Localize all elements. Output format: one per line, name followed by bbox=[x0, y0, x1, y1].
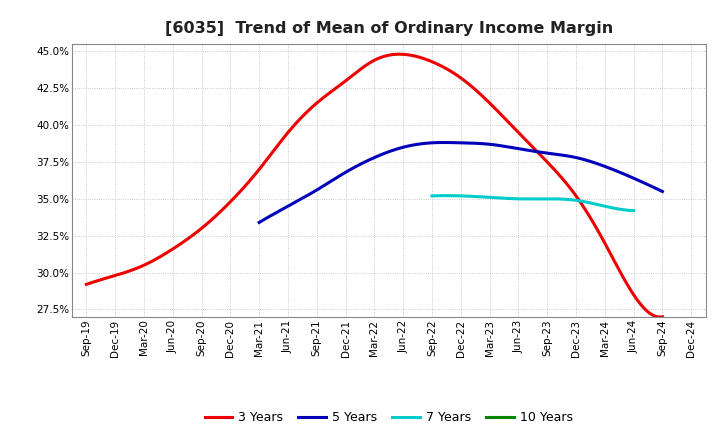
Legend: 3 Years, 5 Years, 7 Years, 10 Years: 3 Years, 5 Years, 7 Years, 10 Years bbox=[199, 407, 578, 429]
Title: [6035]  Trend of Mean of Ordinary Income Margin: [6035] Trend of Mean of Ordinary Income … bbox=[165, 21, 613, 36]
